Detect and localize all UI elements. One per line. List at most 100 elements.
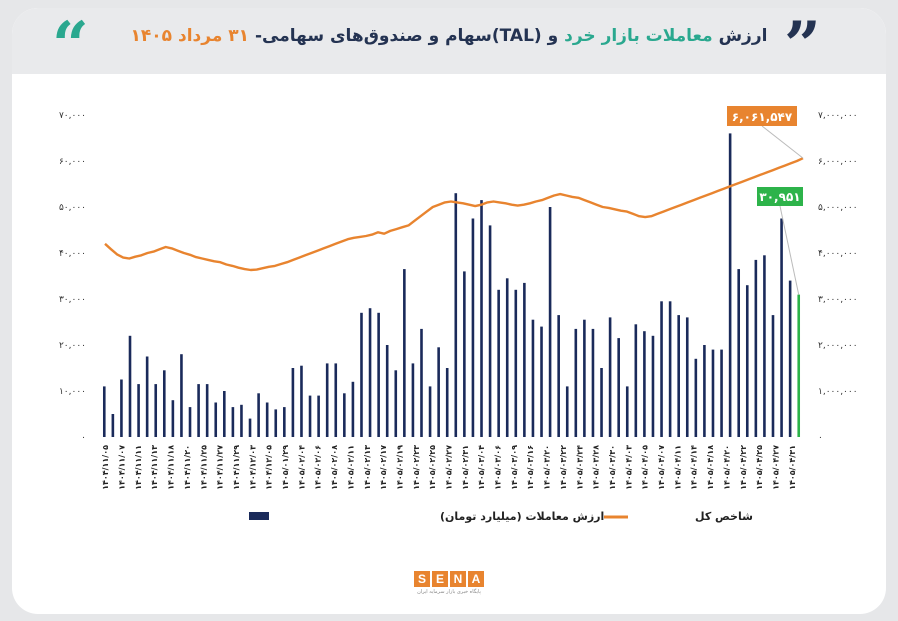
bar [394,370,398,437]
x-axis-tick-label: ۱۴۰۵/۰۲/۲۳ [412,445,421,490]
bar [205,384,209,437]
bar [445,368,449,437]
callout-bar-value: ۳۰,۹۵۱ [759,190,800,204]
bar [608,317,612,437]
x-axis-tick-label: ۱۴۰۵/۰۳/۳۰ [608,445,617,490]
x-axis-tick-label: ۱۴۰۴/۱۱/۲۹ [232,445,241,490]
logo-letter: A [468,571,484,587]
bar [463,271,466,437]
legend-bar-swatch [249,512,269,520]
x-axis-tick-label: ۱۴۰۵/۰۴/۱۴ [690,445,699,490]
bar [497,289,500,437]
bar [385,345,389,437]
bar-last [797,294,801,437]
left-axis-tick-label: ۲۰,۰۰۰ [59,341,86,351]
x-axis-tick-label: ۱۴۰۴/۱۱/۲۰ [183,445,192,490]
right-axis-tick-label: ۵,۰۰۰,۰۰۰ [818,203,858,213]
bar [625,386,629,437]
x-axis-tick-label: ۱۴۰۵/۰۴/۳۱ [788,445,797,490]
left-axis-tick-label: ۱۰,۰۰۰ [59,387,86,397]
x-axis-tick-label: ۱۴۰۵/۰۲/۰۴ [297,445,306,490]
bar [308,395,312,437]
x-axis-tick-label: ۱۴۰۴/۱۱/۲۵ [199,445,208,490]
x-axis-tick-label: ۱۴۰۵/۰۱/۲۹ [281,445,290,490]
bar [514,289,518,437]
right-axis-tick-label: ۳,۰۰۰,۰۰۰ [818,295,858,305]
logo-letter: N [450,571,466,587]
left-axis-tick-label: ۶۰,۰۰۰ [59,157,86,167]
left-axis-tick-label: ۴۰,۰۰۰ [59,249,86,259]
bar [523,282,526,437]
bar [651,335,655,437]
x-axis-tick-label: ۱۴۰۵/۰۲/۰۸ [330,445,339,490]
x-axis-tick-label: ۱۴۰۵/۰۴/۲۰ [722,445,731,490]
bar [454,193,458,437]
bar [583,319,586,437]
bar [745,285,749,437]
bar [660,301,663,437]
bar [557,315,560,437]
legend-bar-label: ارزش معاملات (میلیارد تومان) [440,510,604,523]
x-axis-tick-label: ۱۴۰۵/۰۴/۲۲ [739,445,748,490]
bar [428,386,432,437]
bar [317,395,320,437]
x-axis-tick-label: ۱۴۰۵/۰۲/۱۹ [395,445,404,490]
x-axis-tick-label: ۱۴۰۴/۱۲/۰۵ [265,445,274,490]
logo-letter: E [432,571,448,587]
bar [505,278,509,437]
callout-box-bar [757,187,803,206]
callout-leader-index [761,125,804,159]
x-axis-tick-label: ۱۴۰۵/۰۴/۲۷ [771,445,780,490]
bar [162,370,166,437]
bar [248,418,252,437]
bar [420,328,423,437]
bar [643,331,646,437]
bar [111,414,115,437]
legend-line-label: شاخص کل [695,510,753,523]
left-axis-tick-label: ۷۰,۰۰۰ [59,111,86,121]
x-axis-tick-label: ۱۴۰۵/۰۳/۰۶ [494,445,503,490]
bar [240,404,243,437]
x-axis-tick-label: ۱۴۰۵/۰۲/۲۷ [445,445,454,490]
x-axis-tick-label: ۱۴۰۴/۱۱/۱۳ [150,445,159,490]
bar [668,301,672,437]
right-axis-tick-label: ۶,۰۰۰,۰۰۰ [818,157,858,167]
bar [128,335,132,437]
callout-leader-bar [779,205,800,295]
bar [703,345,706,437]
quote-mark-left-icon: “ [52,8,89,83]
bar [565,386,569,437]
x-axis-tick-label: ۱۴۰۴/۱۱/۱۱ [134,445,143,490]
bar [154,384,158,437]
bar [325,363,329,437]
bar [788,280,792,437]
bar [737,269,741,437]
bar [771,315,775,437]
title-date: ۳۱ مرداد ۱۴۰۵ [130,26,250,46]
title-text-1: ارزش [712,26,768,46]
x-axis-tick-label: ۱۴۰۵/۰۴/۲۵ [755,445,764,490]
x-axis-tick-label: ۱۴۰۵/۰۲/۱۳ [363,445,372,490]
bar [471,218,475,437]
x-axis-tick-label: ۱۴۰۵/۰۲/۳۱ [461,445,470,490]
bar [720,349,723,437]
chart-title: ارزش معاملات بازار خرد و (TAL)سهام و صند… [122,26,776,46]
bar [368,308,372,437]
bar [231,407,235,437]
quote-mark-right-icon: ” [784,8,821,83]
bar [283,407,286,437]
left-axis-tick-label: ۵۰,۰۰۰ [59,203,86,213]
index-line [104,157,804,272]
bar [694,358,698,437]
x-axis-tick-label: ۱۴۰۴/۱۱/۰۷ [118,445,127,490]
x-axis-tick-label: ۱۴۰۵/۰۳/۰۹ [510,445,519,490]
bar [360,312,363,437]
bar [711,349,715,437]
bar [257,393,260,437]
bar [591,328,595,437]
callout-box-index [727,106,797,126]
x-axis-tick-label: ۱۴۰۵/۰۳/۲۰ [543,445,552,490]
